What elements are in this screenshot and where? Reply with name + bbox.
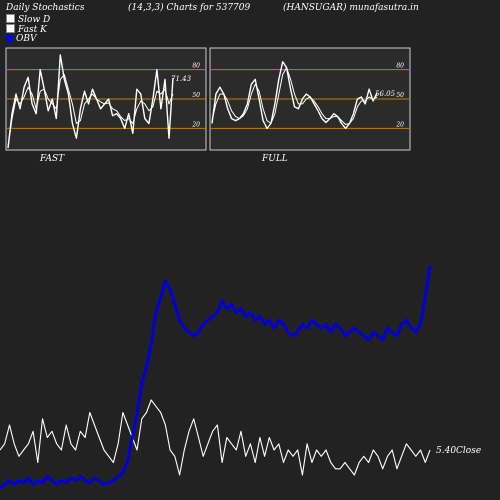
fast-tick-label-20: 20	[191, 121, 200, 128]
fast-panel-label: FAST	[39, 154, 65, 164]
close-last-value-label: 5.40Close	[436, 446, 481, 456]
legend-swatch-fast-k	[6, 24, 15, 33]
fast-tick-label-80: 80	[192, 63, 200, 70]
chart-subtitle: (14,3,3) Charts for 537709	[128, 3, 251, 13]
full-last-value-label: 56.05	[375, 90, 396, 98]
legend-label-slow-d: Slow D	[18, 15, 51, 25]
legend-label-obv: OBV	[16, 34, 37, 44]
legend-label-fast-k: Fast K	[18, 25, 47, 35]
fast-last-value-label: 71.43	[171, 75, 192, 83]
close-price-line	[0, 399, 431, 476]
legend-swatch-slow-d	[6, 14, 15, 23]
full-tick-label-20: 20	[395, 121, 404, 128]
legend-item-fast-k: Fast K	[6, 24, 47, 35]
legend-item-obv: OBV	[6, 34, 37, 44]
full-panel-label: FULL	[261, 154, 288, 164]
legend-swatch-obv	[6, 35, 13, 42]
full-fast-k-line	[211, 61, 378, 130]
chart-source: (HANSUGAR) munafasutra.in	[283, 3, 419, 13]
full-tick-label-80: 80	[396, 63, 404, 70]
obv-line	[0, 265, 432, 490]
legend-item-slow-d: Slow D	[6, 14, 50, 25]
chart-title: Daily Stochastics	[6, 3, 85, 13]
fast-tick-label-50: 50	[192, 92, 200, 99]
fast-fast-k-line	[7, 54, 174, 149]
full-tick-label-50: 50	[396, 92, 404, 99]
